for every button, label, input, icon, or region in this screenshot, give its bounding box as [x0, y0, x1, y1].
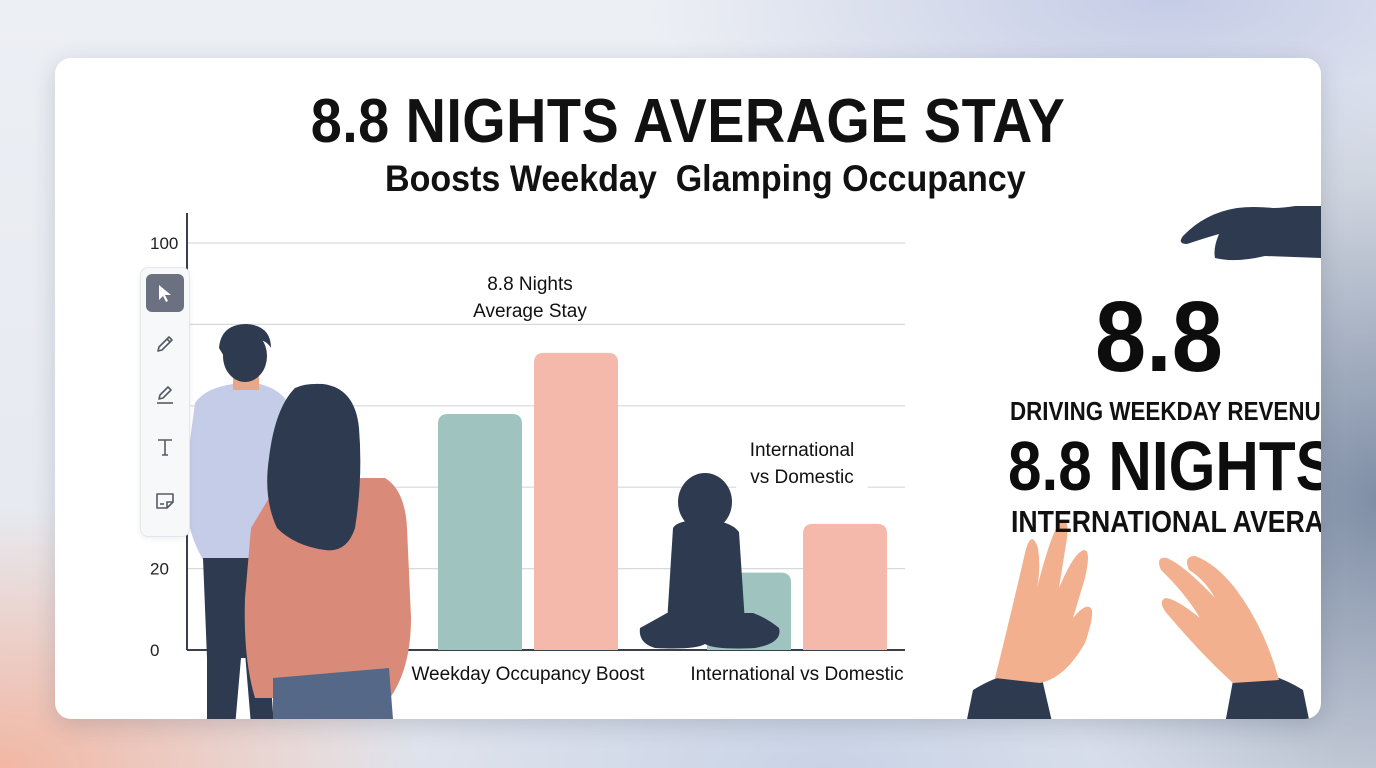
x-category-label: Weekday Occupancy Boost	[411, 664, 645, 685]
text-tool-button[interactable]	[146, 428, 184, 466]
right-hand-illustration	[1159, 556, 1309, 719]
text-icon	[158, 439, 172, 456]
pointing-hand-illustration	[1180, 206, 1321, 261]
chart-labels: Weekday Occupancy Boost International vs …	[411, 271, 904, 685]
bar-0-1	[534, 352, 618, 650]
annotation-bg	[469, 271, 591, 296]
highlighter-icon	[157, 386, 173, 404]
page-subtitle: Boosts Weekday Glamping Occupancy	[385, 158, 1026, 199]
left-hand-illustration	[967, 519, 1093, 719]
y-tick-label: 0	[150, 641, 159, 660]
cursor-tool-button[interactable]	[146, 274, 184, 312]
annotation-label: 8.8 Nights	[487, 274, 573, 295]
big-number: 8.8	[1095, 281, 1223, 393]
woman-illustration	[244, 383, 411, 719]
annotation-bg	[736, 464, 868, 489]
sitting-figure-illustration	[639, 473, 780, 649]
annotation-label: International	[750, 440, 855, 461]
annotation-bg	[725, 437, 879, 462]
side-highlight: 8.8 NIGHTS	[1008, 427, 1321, 505]
sticky-note-icon	[156, 493, 174, 509]
cursor-icon	[159, 285, 171, 302]
annotation-label: vs Domestic	[750, 467, 853, 488]
y-tick-label: 20	[150, 560, 169, 579]
x-category-label: International vs Domestic	[690, 664, 903, 685]
sticky-note-tool-button[interactable]	[146, 481, 184, 519]
side-headline: DRIVING WEEKDAY REVENUE:	[1010, 396, 1321, 426]
pencil-icon	[157, 336, 173, 352]
highlighter-tool-button[interactable]	[146, 376, 184, 414]
annotation-bg	[459, 298, 601, 323]
side-caption: INTERNATIONAL AVERAGE	[1011, 504, 1321, 539]
y-tick-label: 100	[150, 234, 178, 253]
page-title: 8.8 NIGHTS AVERAGE STAY	[310, 87, 1066, 156]
annotation-toolbar	[140, 267, 190, 537]
chart-canvas: 020406080100 Weekday Occupancy BoostInte…	[150, 206, 1321, 719]
annotation-label: Average Stay	[473, 301, 587, 322]
bar-1-1	[803, 523, 887, 650]
bar-0-0	[438, 413, 522, 650]
bars	[438, 352, 887, 650]
slide-card: 020406080100 Weekday Occupancy BoostInte…	[55, 58, 1321, 719]
pencil-tool-button[interactable]	[146, 325, 184, 363]
